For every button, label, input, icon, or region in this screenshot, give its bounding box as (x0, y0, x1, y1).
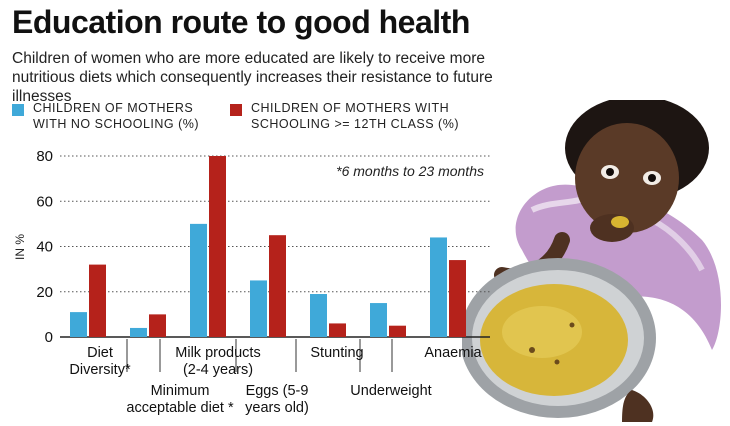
legend-swatch-schooling (230, 104, 242, 116)
y-tick-label: 0 (45, 329, 53, 346)
bar-schooling-12th (89, 264, 106, 337)
chart-title: Education route to good health (12, 4, 470, 40)
bars (70, 156, 466, 337)
x-category-label: Underweight (350, 383, 431, 399)
bar-schooling-12th (209, 156, 226, 337)
x-category-label: Anaemia (424, 345, 482, 361)
bar-schooling-12th (149, 314, 166, 337)
bar-no-schooling (370, 303, 387, 337)
chart-annotation: *6 months to 23 months (336, 163, 484, 179)
chart-subtitle: Children of women who are more educated … (12, 50, 493, 105)
legend-label-schooling: CHILDREN OF MOTHERS WITH SCHOOLING >= 12… (251, 101, 460, 131)
bar-no-schooling (130, 327, 147, 337)
x-category-label: Milk products (2-4 years) (175, 345, 260, 378)
bar-no-schooling (310, 294, 327, 337)
legend-item-schooling: CHILDREN OF MOTHERS WITH SCHOOLING >= 12… (230, 100, 461, 132)
bar-no-schooling (250, 280, 267, 337)
bar-schooling-12th (269, 235, 286, 337)
x-category-label: Diet Diversity* (69, 345, 131, 378)
x-category-labels: Diet Diversity* Minimum acceptable diet * Mi… (69, 345, 482, 416)
x-category-label: Minimum acceptable diet * (126, 383, 234, 416)
bar-schooling-12th (449, 260, 466, 337)
legend-swatch-no-schooling (12, 104, 24, 116)
bar-no-schooling (430, 237, 447, 337)
x-category-label: Stunting (310, 345, 363, 361)
bar-no-schooling (70, 312, 87, 337)
y-tick-label: 40 (36, 239, 53, 256)
x-category-label: Eggs (5-9 years old) (245, 383, 309, 416)
y-tick-labels: 0 20 40 60 80 (36, 148, 53, 346)
y-tick-label: 60 (36, 193, 53, 210)
bar-schooling-12th (389, 325, 406, 337)
legend-item-no-schooling: CHILDREN OF MOTHERS WITH NO SCHOOLING (%… (12, 100, 223, 132)
y-tick-label: 80 (36, 148, 53, 165)
legend-label-no-schooling: CHILDREN OF MOTHERS WITH NO SCHOOLING (%… (33, 101, 200, 131)
child-eating-from-plate-photo (462, 100, 722, 422)
bar-no-schooling (190, 223, 207, 337)
y-tick-label: 20 (36, 284, 53, 301)
bar-schooling-12th (329, 323, 346, 337)
y-axis-label: IN % (13, 234, 27, 260)
